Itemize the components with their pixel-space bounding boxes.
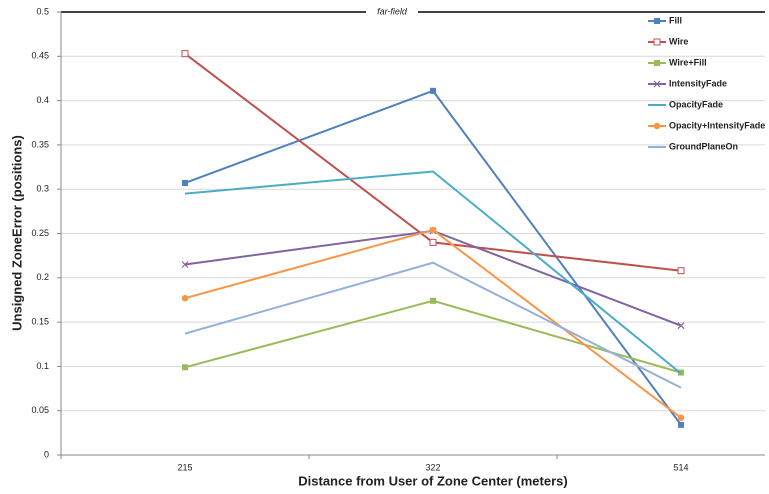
- marker: [654, 60, 660, 66]
- legend-label: Opacity+IntensityFade: [669, 120, 765, 130]
- y-axis-title: Unsigned ZoneError (positions): [9, 135, 24, 331]
- legend-label: Wire: [669, 36, 688, 46]
- marker: [429, 226, 437, 234]
- series-line: [184, 261, 682, 389]
- x-axis-title: Distance from User of Zone Center (meter…: [298, 473, 567, 488]
- y-tick-label: 0.15: [31, 316, 49, 326]
- marker: [678, 421, 684, 428]
- legend-label: Wire+Fill: [669, 57, 707, 67]
- legend-label: IntensityFade: [669, 78, 727, 88]
- series-line: [184, 89, 682, 426]
- y-tick-label: 0.3: [36, 184, 49, 194]
- y-tick-label: 0.05: [31, 405, 49, 415]
- marker: [181, 50, 189, 58]
- y-tick-label: 0: [44, 449, 49, 459]
- series-line: [184, 52, 682, 272]
- y-tick-label: 0.5: [36, 6, 49, 16]
- x-tick-label: 514: [673, 462, 688, 472]
- legend-label: OpacityFade: [669, 99, 723, 109]
- marker: [677, 267, 685, 275]
- legend-label: GroundPlaneOn: [669, 141, 738, 151]
- legend-label: Fill: [669, 15, 682, 25]
- annotation-bg: [366, 5, 418, 19]
- marker: [182, 179, 188, 186]
- marker: [182, 364, 188, 371]
- marker: [653, 38, 661, 46]
- annotation: far-field: [377, 6, 408, 16]
- marker: [430, 87, 436, 94]
- series-line: [184, 170, 682, 375]
- marker: [677, 414, 685, 421]
- marker: [181, 261, 189, 268]
- y-tick-label: 0.1: [36, 361, 49, 371]
- x-tick-label: 215: [177, 462, 192, 472]
- marker: [429, 238, 437, 246]
- marker: [653, 122, 661, 130]
- x-tick-label: 322: [425, 462, 440, 472]
- y-tick-label: 0.25: [31, 228, 49, 238]
- y-tick-label: 0.4: [36, 95, 49, 105]
- marker: [677, 322, 685, 330]
- y-tick-label: 0.45: [31, 51, 49, 61]
- marker: [653, 80, 661, 88]
- marker: [430, 297, 436, 304]
- marker: [181, 294, 189, 302]
- marker: [654, 18, 660, 24]
- y-tick-label: 0.2: [36, 272, 49, 282]
- y-tick-label: 0.35: [31, 139, 49, 149]
